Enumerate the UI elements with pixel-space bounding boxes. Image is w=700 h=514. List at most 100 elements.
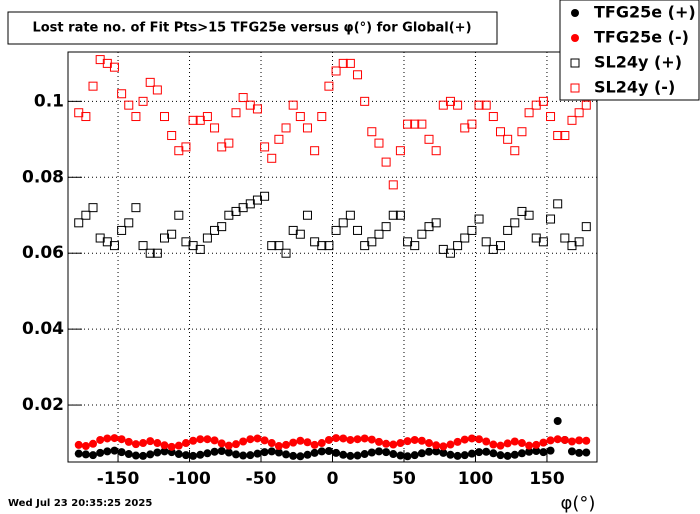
point — [131, 451, 140, 460]
point — [332, 434, 341, 443]
point — [410, 451, 419, 460]
point — [139, 451, 148, 460]
point — [324, 81, 334, 91]
point — [239, 451, 248, 460]
point — [396, 439, 405, 448]
point — [360, 434, 369, 443]
point — [217, 446, 226, 455]
point — [425, 447, 434, 456]
point — [382, 439, 391, 448]
point — [539, 448, 548, 457]
point — [388, 210, 398, 220]
point — [160, 447, 169, 456]
point — [353, 70, 363, 80]
point — [553, 417, 562, 425]
point — [310, 448, 319, 457]
point — [496, 451, 505, 460]
point — [174, 441, 183, 450]
point — [96, 448, 105, 457]
point — [389, 450, 398, 459]
point — [524, 210, 534, 220]
point — [560, 233, 570, 243]
point — [117, 225, 127, 235]
point — [410, 435, 419, 444]
y-tick-label: 0.1 — [34, 91, 64, 111]
point — [403, 452, 412, 461]
legend-marker — [570, 83, 580, 93]
point — [574, 237, 584, 247]
point — [81, 450, 90, 459]
point — [525, 441, 534, 450]
point — [160, 112, 170, 122]
point — [260, 448, 269, 457]
legend-marker — [570, 58, 580, 68]
point — [539, 438, 548, 447]
point — [503, 439, 512, 448]
point — [138, 241, 148, 251]
point — [103, 447, 112, 456]
point — [295, 112, 305, 122]
x-tick-label: -50 — [246, 469, 277, 489]
point — [460, 435, 469, 444]
legend-marker — [571, 34, 579, 42]
point — [532, 446, 541, 455]
point — [503, 225, 513, 235]
point — [96, 435, 105, 444]
point — [475, 448, 484, 457]
point — [503, 451, 512, 460]
point — [581, 100, 591, 110]
x-tick-label: -100 — [168, 469, 211, 489]
point — [174, 450, 183, 459]
point — [582, 436, 591, 445]
point — [575, 448, 584, 457]
point — [289, 438, 298, 447]
point — [517, 127, 527, 137]
point — [482, 447, 491, 456]
y-tick-label: 0.06 — [22, 243, 64, 263]
point — [282, 450, 291, 459]
point — [146, 437, 155, 446]
point — [253, 449, 262, 458]
point — [217, 439, 226, 448]
point — [224, 138, 234, 148]
point — [303, 438, 312, 447]
point — [496, 441, 505, 450]
point — [510, 450, 519, 459]
point — [153, 448, 162, 457]
point — [574, 108, 584, 118]
point — [89, 451, 98, 460]
point — [317, 112, 327, 122]
point — [446, 440, 455, 449]
point — [582, 448, 591, 457]
point — [495, 241, 505, 251]
legend-marker — [571, 9, 579, 17]
point — [445, 248, 455, 258]
point — [81, 442, 90, 451]
point — [460, 233, 470, 243]
point — [560, 435, 569, 444]
point — [374, 229, 384, 239]
point — [417, 229, 427, 239]
point — [439, 442, 448, 451]
point — [510, 218, 520, 228]
point — [289, 451, 298, 460]
point — [489, 440, 498, 449]
point — [324, 241, 334, 251]
point — [503, 134, 513, 144]
y-tick-label: 0.08 — [22, 167, 64, 187]
point — [81, 112, 91, 122]
point — [274, 241, 284, 251]
point — [395, 210, 405, 220]
point — [188, 115, 198, 125]
point — [524, 108, 534, 118]
point — [331, 225, 341, 235]
point — [332, 448, 341, 457]
point — [474, 100, 484, 110]
point — [110, 434, 119, 443]
legend-label: SL24y (-) — [594, 78, 675, 97]
point — [238, 93, 248, 103]
point — [538, 237, 548, 247]
point — [110, 446, 119, 455]
point — [488, 112, 498, 122]
point — [581, 222, 591, 232]
